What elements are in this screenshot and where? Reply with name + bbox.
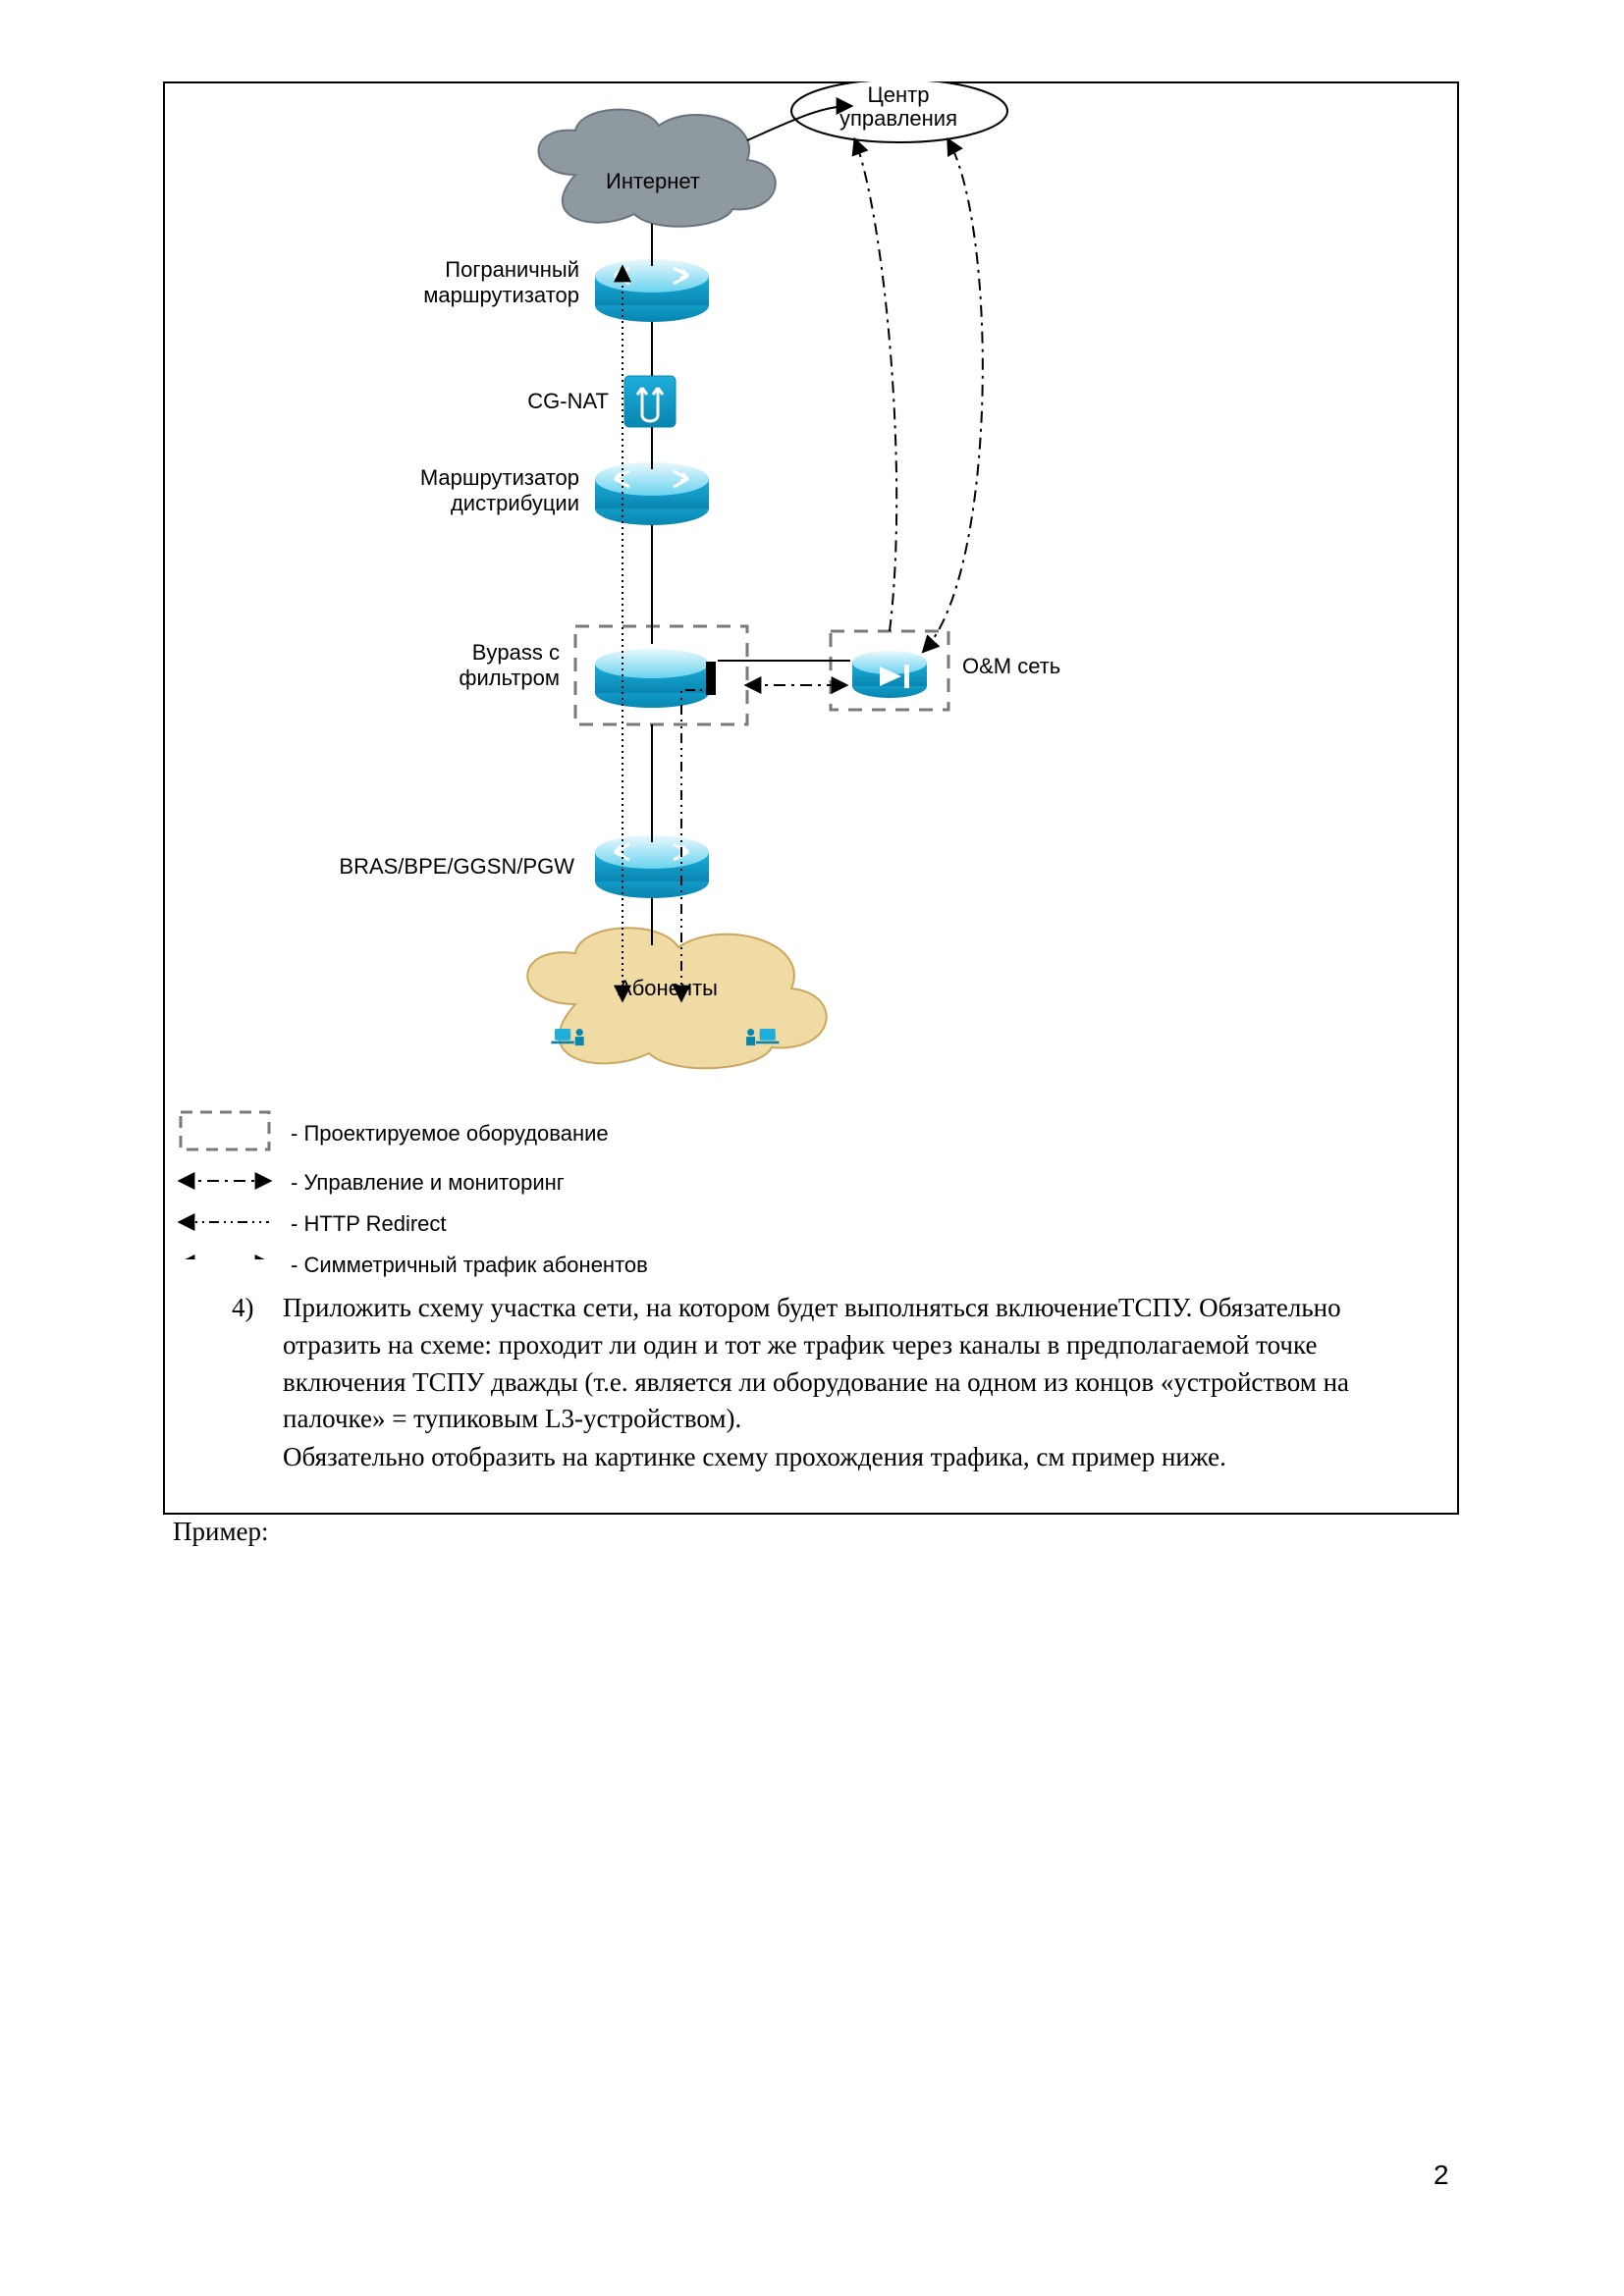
- cgnat-node: [624, 376, 676, 427]
- legend-http: - HTTP Redirect: [291, 1211, 447, 1237]
- dist-router-label-1: Маршрутизатор: [344, 465, 579, 491]
- om-device-node: [852, 651, 927, 698]
- dist-router-node: [595, 462, 709, 525]
- subscribers-label: Абоненты: [569, 976, 766, 1001]
- border-router-label-1: Пограничный: [363, 257, 579, 283]
- bypass-node: [595, 649, 716, 708]
- bras-node: [595, 835, 709, 898]
- om-net-label: O&M сеть: [962, 654, 1159, 679]
- bypass-label-2: фильтром: [363, 666, 560, 691]
- legend: [181, 1112, 269, 1259]
- bypass-label-1: Bypass с: [363, 640, 560, 666]
- legend-symtraf: - Симметричный трафик абонентов: [291, 1253, 648, 1278]
- control-center-label-1: Центр: [815, 82, 982, 108]
- network-diagram: [163, 81, 1455, 1259]
- page: Центр управления Интернет Пограничный ма…: [0, 0, 1624, 2296]
- border-router-node: [595, 259, 709, 322]
- legend-mgmt: - Управление и мониторинг: [291, 1170, 565, 1196]
- item4-paragraph-1: Приложить схему участка сети, на котором…: [283, 1290, 1441, 1438]
- border-router-label-2: маршрутизатор: [363, 283, 579, 308]
- edge-om-to-control-dash: [924, 140, 983, 651]
- item4-paragraph-2: Обязательно отобразить на картинке схему…: [283, 1439, 1441, 1476]
- cgnat-label: CG-NAT: [412, 389, 609, 414]
- bras-label: BRAS/BPE/GGSN/PGW: [250, 854, 574, 880]
- dist-router-label-2: дистрибуции: [344, 491, 579, 516]
- edge-om-to-control-dash2: [855, 140, 896, 631]
- control-center-label-2: управления: [815, 106, 982, 132]
- page-number: 2: [1434, 2160, 1449, 2191]
- item4-number: 4): [232, 1290, 254, 1327]
- internet-label: Интернет: [555, 169, 751, 194]
- legend-proj-eq: - Проектируемое оборудование: [291, 1121, 609, 1147]
- example-label: Пример:: [173, 1514, 269, 1551]
